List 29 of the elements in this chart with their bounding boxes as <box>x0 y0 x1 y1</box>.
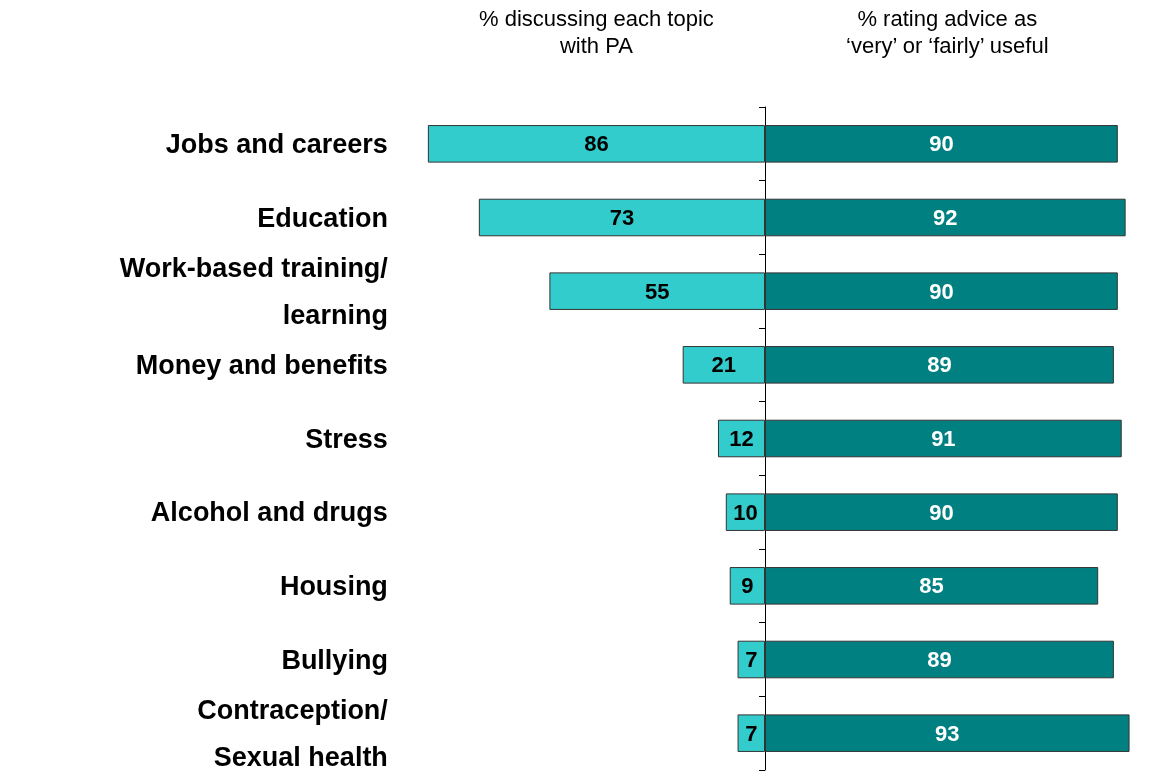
data-label: 7 <box>745 647 758 672</box>
y-tick-label: Alcohol and drugs <box>150 497 388 528</box>
y-tick-label: Contraception/ Sexual health <box>197 694 389 772</box>
x-axis-title: % rating advice as ‘very’ or ‘fairly’ useful <box>846 6 1049 58</box>
y-tick-label: Work-based training/ learning <box>119 252 389 330</box>
data-label: 89 <box>927 352 952 378</box>
data-label: 90 <box>929 278 954 304</box>
data-label: 89 <box>927 647 952 672</box>
data-label: 9 <box>741 573 754 599</box>
y-tick-label: Education <box>257 202 388 233</box>
y-tick-label: Stress <box>305 423 388 454</box>
data-label: 85 <box>919 573 944 599</box>
data-label: 12 <box>729 426 754 451</box>
data-label: 92 <box>933 205 958 230</box>
y-tick-label: Housing <box>279 570 388 601</box>
data-label: 73 <box>609 205 635 230</box>
data-label: 7 <box>745 720 758 746</box>
data-label: 93 <box>935 720 960 746</box>
y-tick-label: Bullying <box>281 644 388 675</box>
y-tick-label: Jobs and careers <box>165 128 388 159</box>
data-label: 10 <box>733 499 758 525</box>
data-label: 55 <box>644 278 670 304</box>
data-label: 86 <box>584 131 609 157</box>
data-label: 90 <box>929 499 954 525</box>
data-label: 91 <box>931 426 956 451</box>
data-label: 90 <box>929 131 954 157</box>
data-label: 21 <box>711 352 737 378</box>
x-axis-title: % discussing each topic with PA <box>479 6 714 58</box>
y-tick-label: Money and benefits <box>135 349 388 380</box>
